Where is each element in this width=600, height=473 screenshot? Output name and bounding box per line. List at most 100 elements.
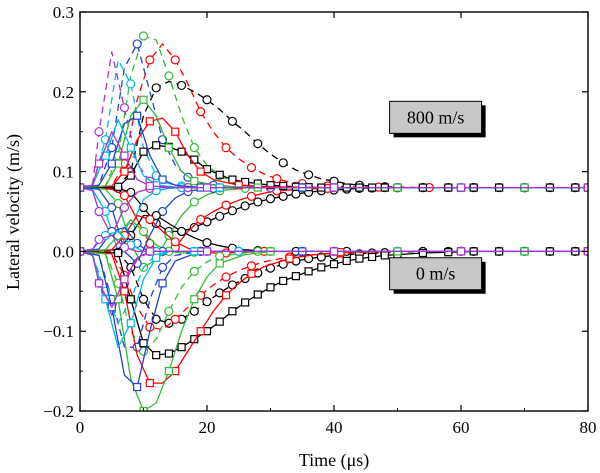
annotation-text: 0 m/s [416, 264, 456, 284]
data-point [119, 190, 130, 201]
data-point [139, 147, 148, 156]
data-point [94, 127, 104, 137]
data-point [126, 143, 135, 152]
data-point [177, 343, 186, 352]
data-point [138, 226, 149, 237]
data-point [228, 307, 237, 316]
y-tick-label: 0.2 [53, 83, 74, 102]
data-point [152, 351, 161, 360]
data-point [329, 247, 339, 256]
y-tick-label: 0.3 [53, 3, 74, 22]
data-point [171, 127, 180, 136]
data-point [126, 319, 135, 328]
data-point [418, 248, 427, 258]
data-point [196, 167, 205, 176]
data-point [265, 194, 276, 204]
data-point [227, 116, 237, 126]
y-tick-label: 0.1 [53, 163, 74, 182]
data-point [285, 254, 294, 263]
data-point [253, 139, 263, 149]
data-point [228, 175, 237, 184]
data-point [145, 117, 154, 126]
data-point [80, 183, 85, 192]
data-point [94, 279, 104, 288]
data-point [152, 253, 161, 262]
data-point [113, 295, 123, 304]
data-point [170, 314, 180, 324]
y-axis-label: Lateral velocity (m/s) [3, 134, 24, 290]
data-point [266, 181, 275, 190]
data-point [139, 339, 148, 348]
data-point [145, 378, 154, 388]
data-point [456, 247, 466, 256]
data-point [164, 367, 173, 376]
data-point [190, 335, 199, 344]
data-point [133, 382, 142, 392]
data-point [456, 183, 466, 192]
annotation-background [389, 257, 483, 291]
data-point [234, 181, 243, 190]
data-point [202, 95, 212, 105]
data-point [120, 287, 129, 296]
data-point [170, 237, 180, 247]
data-point [215, 170, 224, 179]
data-point [227, 280, 237, 290]
data-point [247, 269, 256, 278]
data-point [215, 251, 225, 261]
data-point [94, 206, 104, 217]
annotation-layer: 800 m/s 0 m/s [389, 100, 486, 294]
data-point [113, 182, 123, 191]
data-point [190, 295, 199, 304]
data-point [355, 254, 364, 263]
x-tick-label: 40 [326, 418, 343, 437]
data-point [157, 206, 168, 217]
data-point [119, 202, 130, 213]
data-point [246, 261, 257, 271]
data-point [157, 262, 168, 272]
data-point [221, 272, 231, 282]
data-point [133, 111, 142, 120]
annotation-text: 800 m/s [407, 107, 465, 127]
data-point [253, 197, 263, 207]
data-point [113, 248, 123, 258]
data-point [177, 80, 187, 91]
data-point [94, 234, 104, 245]
x-tick-label: 0 [76, 418, 85, 437]
data-point [152, 141, 161, 150]
data-point [158, 279, 167, 288]
data-point [317, 263, 326, 272]
data-point [196, 327, 205, 336]
data-point [145, 247, 154, 256]
data-point [119, 242, 130, 253]
data-point [151, 210, 161, 221]
series-8 [80, 59, 588, 193]
data-point [291, 272, 300, 281]
data-point [202, 247, 212, 256]
data-point [164, 143, 173, 152]
y-tick-label: −0.1 [43, 322, 74, 341]
data-point [119, 103, 130, 113]
data-point [190, 177, 199, 186]
series-line [80, 80, 588, 189]
x-tick-label: 20 [199, 418, 216, 437]
data-point [304, 267, 313, 276]
data-point [145, 181, 154, 191]
series-line [80, 35, 588, 189]
data-point [304, 170, 314, 180]
data-point [241, 298, 250, 307]
data-point [342, 256, 351, 266]
data-point [107, 202, 117, 213]
data-point [120, 151, 129, 160]
data-point [139, 95, 148, 104]
data-point [279, 276, 288, 286]
data-point [202, 297, 212, 307]
data-point [329, 260, 339, 269]
data-point [215, 259, 224, 268]
data-point [151, 83, 161, 93]
data-point [145, 55, 155, 65]
series-32 [80, 247, 588, 411]
data-point [202, 238, 212, 248]
x-tick-label: 60 [453, 418, 470, 437]
y-tick-label: −0.2 [43, 402, 74, 421]
